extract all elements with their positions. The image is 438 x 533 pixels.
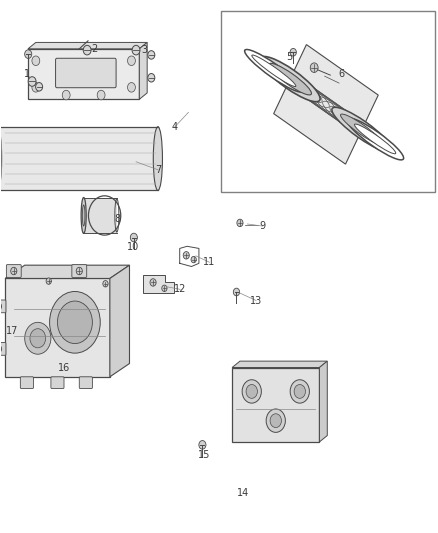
Circle shape	[57, 301, 92, 344]
Circle shape	[131, 233, 138, 242]
Bar	[221, 11, 435, 192]
FancyBboxPatch shape	[56, 58, 116, 88]
Polygon shape	[29, 270, 125, 358]
Polygon shape	[232, 368, 319, 442]
Circle shape	[103, 280, 108, 287]
Circle shape	[30, 329, 46, 348]
Circle shape	[127, 56, 135, 66]
Circle shape	[49, 292, 100, 353]
FancyBboxPatch shape	[51, 377, 64, 389]
Circle shape	[183, 252, 189, 259]
Text: 11: 11	[203, 257, 215, 267]
Text: 10: 10	[127, 243, 139, 252]
Text: 15: 15	[198, 450, 210, 460]
Circle shape	[28, 77, 36, 86]
Text: 13: 13	[250, 295, 262, 305]
Polygon shape	[143, 275, 174, 293]
Circle shape	[32, 83, 40, 92]
Circle shape	[199, 441, 206, 449]
Circle shape	[191, 256, 196, 263]
Circle shape	[290, 379, 309, 403]
Ellipse shape	[260, 56, 320, 102]
Ellipse shape	[153, 127, 162, 190]
Circle shape	[150, 279, 156, 286]
Circle shape	[97, 90, 105, 100]
Ellipse shape	[81, 198, 86, 233]
Text: 16: 16	[58, 362, 70, 373]
Ellipse shape	[245, 50, 303, 92]
Ellipse shape	[0, 126, 1, 191]
Circle shape	[25, 50, 32, 59]
FancyBboxPatch shape	[72, 265, 87, 277]
FancyBboxPatch shape	[7, 265, 21, 277]
Text: 5: 5	[286, 52, 292, 61]
Polygon shape	[5, 278, 110, 377]
Text: 14: 14	[237, 489, 249, 498]
Polygon shape	[274, 45, 378, 164]
Ellipse shape	[82, 205, 85, 226]
Ellipse shape	[332, 107, 392, 152]
Circle shape	[242, 379, 261, 403]
Circle shape	[83, 45, 91, 55]
Ellipse shape	[340, 114, 383, 145]
Ellipse shape	[252, 55, 296, 86]
Text: 4: 4	[171, 122, 177, 132]
Text: 17: 17	[6, 326, 19, 336]
Text: 7: 7	[155, 165, 161, 175]
Bar	[84, 198, 117, 233]
Polygon shape	[28, 43, 147, 49]
Polygon shape	[232, 361, 327, 368]
Circle shape	[0, 303, 2, 310]
FancyBboxPatch shape	[0, 343, 6, 356]
Text: 2: 2	[92, 44, 98, 53]
Circle shape	[127, 83, 135, 92]
Circle shape	[11, 267, 17, 274]
Polygon shape	[110, 265, 130, 377]
Text: 12: 12	[174, 285, 186, 294]
Text: 8: 8	[115, 214, 121, 224]
Text: 9: 9	[260, 221, 266, 231]
Circle shape	[32, 56, 40, 66]
Circle shape	[270, 414, 282, 427]
Circle shape	[25, 322, 51, 354]
Ellipse shape	[346, 118, 404, 160]
Polygon shape	[319, 361, 327, 442]
Circle shape	[46, 278, 51, 284]
Circle shape	[310, 63, 318, 72]
Circle shape	[35, 83, 42, 91]
Text: 6: 6	[338, 69, 344, 79]
Circle shape	[266, 409, 286, 432]
FancyBboxPatch shape	[79, 377, 92, 389]
Text: 1: 1	[24, 69, 30, 79]
Circle shape	[294, 384, 305, 398]
Polygon shape	[5, 265, 130, 278]
Circle shape	[233, 288, 240, 296]
Circle shape	[76, 267, 82, 274]
Polygon shape	[139, 43, 147, 99]
Circle shape	[132, 45, 140, 55]
Circle shape	[62, 90, 70, 100]
Circle shape	[162, 285, 167, 292]
Circle shape	[290, 49, 297, 56]
Circle shape	[148, 51, 155, 59]
Ellipse shape	[268, 63, 311, 95]
Circle shape	[237, 219, 243, 227]
Bar	[0, 127, 158, 190]
FancyBboxPatch shape	[20, 377, 33, 389]
Polygon shape	[28, 49, 139, 99]
FancyBboxPatch shape	[0, 300, 6, 313]
Circle shape	[246, 384, 258, 398]
Circle shape	[0, 345, 2, 353]
Text: 3: 3	[142, 45, 148, 54]
Ellipse shape	[354, 124, 396, 154]
Circle shape	[148, 74, 155, 82]
